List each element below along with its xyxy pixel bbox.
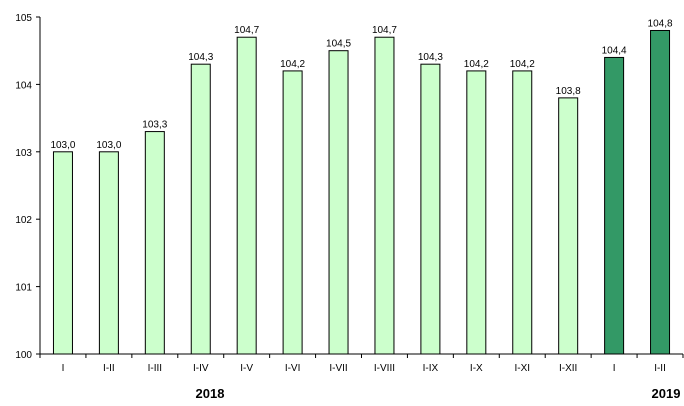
year-label-2018: 2018 bbox=[196, 386, 225, 401]
year-labels: 2018 2019 bbox=[196, 386, 681, 401]
bar-2018-I-IV bbox=[190, 63, 211, 355]
category-label: I-VI bbox=[285, 363, 301, 374]
bar-2019-I bbox=[604, 56, 625, 355]
category-label: I-II bbox=[103, 363, 115, 374]
bar-2018-I-VII bbox=[328, 50, 349, 355]
data-labels: 103,0 103,0 103,3 104,3 104,7 104,2 104,5 104,7… bbox=[50, 18, 673, 150]
y-tick-label: 100 bbox=[15, 350, 32, 361]
category-label: I-IX bbox=[423, 363, 439, 374]
data-label: 104,7 bbox=[234, 25, 259, 36]
data-label: 103,0 bbox=[96, 140, 121, 151]
bars bbox=[52, 29, 671, 355]
bar-2018-I-VI bbox=[282, 70, 303, 355]
category-label: I-IV bbox=[193, 363, 209, 374]
bar-2018-I-XI bbox=[512, 70, 533, 355]
data-label: 104,2 bbox=[510, 59, 535, 70]
category-label: I-V bbox=[240, 363, 253, 374]
data-label: 103,0 bbox=[50, 140, 75, 151]
bar-2018-I-V bbox=[236, 36, 257, 355]
data-label: 103,3 bbox=[142, 120, 167, 131]
category-label: I bbox=[613, 363, 616, 374]
bar-2018-I-II bbox=[98, 151, 119, 355]
bar-2018-I-III bbox=[144, 131, 165, 355]
data-label: 104,5 bbox=[326, 39, 351, 50]
data-label: 104,8 bbox=[648, 18, 673, 29]
data-label: 104,3 bbox=[188, 52, 213, 63]
bar-2018-I-VIII bbox=[374, 36, 395, 355]
category-label: I-II bbox=[654, 363, 666, 374]
category-label: I bbox=[62, 363, 65, 374]
data-label: 104,3 bbox=[418, 52, 443, 63]
y-tick-label: 103 bbox=[15, 148, 32, 159]
data-label: 103,8 bbox=[556, 86, 581, 97]
category-labels: I I-II I-III I-IV I-V I-VI I-VII I-VIII I-IX I-X I… bbox=[62, 363, 666, 374]
category-label: I-XI bbox=[514, 363, 530, 374]
data-label: 104,2 bbox=[280, 59, 305, 70]
bar-2018-I-X bbox=[466, 70, 487, 355]
year-label-2019: 2019 bbox=[652, 386, 681, 401]
data-label: 104,4 bbox=[602, 45, 627, 56]
category-label: I-XII bbox=[559, 363, 577, 374]
category-label: I-VII bbox=[329, 363, 347, 374]
y-tick-label: 104 bbox=[15, 80, 32, 91]
data-label: 104,2 bbox=[464, 59, 489, 70]
bar-2019-I-II bbox=[650, 29, 671, 355]
data-label: 104,7 bbox=[372, 25, 397, 36]
y-tick-label: 101 bbox=[15, 283, 32, 294]
category-label: I-X bbox=[470, 363, 483, 374]
category-label: I-VIII bbox=[374, 363, 395, 374]
bar-2018-I-XII bbox=[558, 97, 579, 355]
y-tick-label: 105 bbox=[15, 13, 32, 24]
category-label: I-III bbox=[148, 363, 162, 374]
y-tick-label: 102 bbox=[15, 215, 32, 226]
bar-2018-I-IX bbox=[420, 63, 441, 355]
bar-2018-I bbox=[52, 151, 73, 355]
